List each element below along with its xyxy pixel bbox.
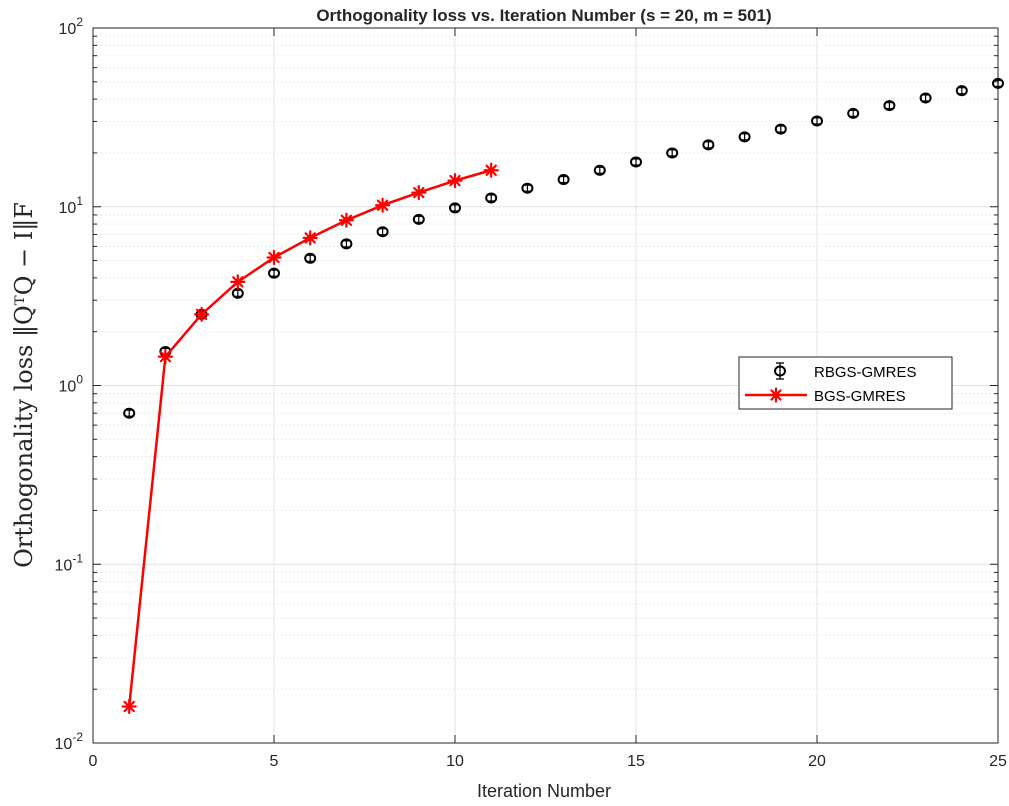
series-layer [121, 77, 1004, 715]
bgs-point [483, 162, 499, 178]
rbgs-point [774, 123, 787, 135]
rbgs-point [955, 85, 968, 97]
rbgs-point [485, 192, 498, 204]
rbgs-point [811, 115, 823, 127]
rbgs-point [630, 156, 642, 168]
rbgs-point [738, 131, 751, 143]
y-axis-label: Orthogonality loss ‖QᵀQ − I‖F [10, 202, 39, 568]
bgs-point [121, 698, 137, 715]
rbgs-point [883, 100, 896, 112]
bgs-point [411, 184, 427, 201]
bgs-point [157, 349, 173, 365]
bgs-point [302, 230, 318, 246]
legend-marker-bgs [745, 387, 807, 403]
chart-title: Orthogonality loss vs. Iteration Number … [316, 6, 771, 25]
x-tick-label: 0 [89, 753, 98, 770]
rbgs-point [702, 139, 715, 151]
bgs-point [447, 173, 463, 189]
rbgs-point [412, 213, 425, 225]
rbgs-point [847, 107, 860, 119]
bgs-point [230, 274, 246, 290]
bgs-point [266, 249, 282, 266]
rbgs-point [304, 252, 317, 264]
rbgs-point [123, 407, 136, 419]
legend-label-bgs: BGS-GMRES [814, 388, 906, 405]
rbgs-point [449, 202, 461, 214]
rbgs-point [919, 92, 932, 104]
y-tick-label: 10-2 [55, 730, 84, 753]
rbgs-point [521, 182, 534, 194]
y-tick-label: 102 [59, 15, 84, 38]
x-tick-label: 10 [446, 753, 464, 770]
x-tick-label: 20 [808, 753, 826, 770]
bgs-point [375, 197, 391, 213]
rbgs-point [666, 147, 679, 159]
legend: RBGS-GMRES BGS-GMRES [738, 356, 953, 410]
axis-ticks: 0 5 10 15 20 25 10-2 10-1 100 101 102 [55, 15, 1007, 770]
legend-box [738, 356, 953, 410]
legend-star-icon [768, 387, 784, 403]
x-tick-label: 15 [627, 753, 645, 770]
y-tick-label: 10-1 [55, 551, 84, 574]
rbgs-point [992, 77, 1004, 89]
bgs-point [338, 212, 354, 228]
y-tick-label: 101 [59, 194, 84, 217]
x-axis-label: Iteration Number [477, 781, 611, 801]
legend-marker-rbgs [774, 362, 786, 380]
legend-label-rbgs: RBGS-GMRES [814, 364, 917, 381]
rbgs-point [376, 226, 389, 238]
rbgs-point [268, 267, 280, 279]
bgs-point [194, 306, 210, 322]
x-tick-label: 5 [270, 753, 279, 770]
rbgs-point [593, 164, 606, 176]
x-tick-label: 25 [989, 753, 1007, 770]
y-tick-label: 100 [59, 373, 84, 396]
rbgs-point [340, 238, 353, 250]
rbgs-point [557, 174, 570, 186]
